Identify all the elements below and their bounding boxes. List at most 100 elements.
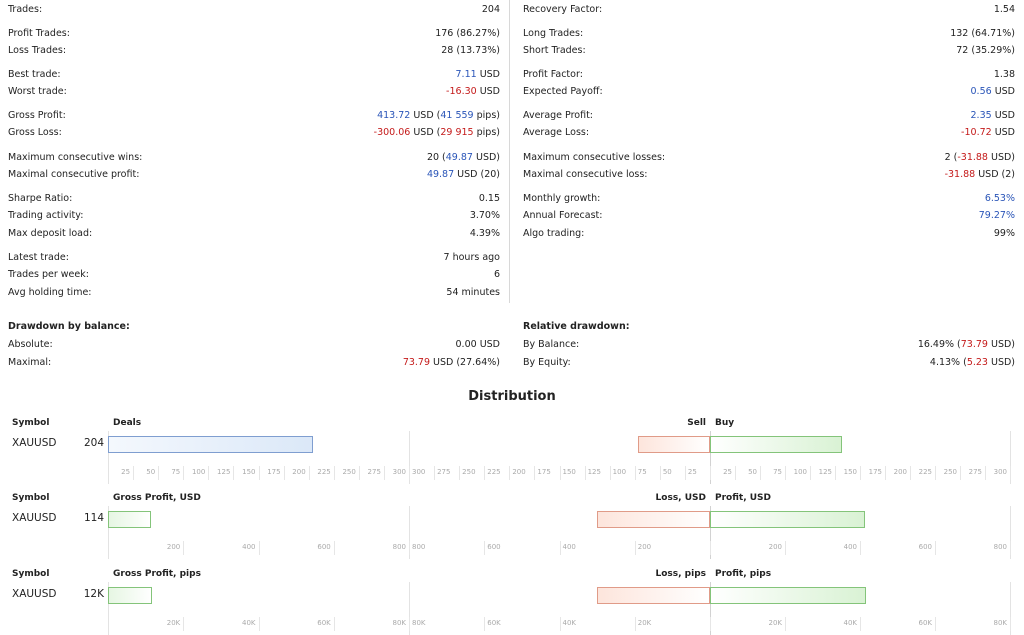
stat-value: 0.00 USD — [456, 338, 500, 352]
stat-value-part: 2.35 — [970, 110, 992, 121]
symbol-header: Symbol — [12, 493, 50, 503]
stat-value-part: -16.30 — [446, 86, 477, 97]
tick-label: 80K — [993, 619, 1008, 627]
tick-label: 40K — [562, 619, 577, 627]
stat-value: 4.13% (5.23 USD) — [930, 356, 1015, 370]
stat-label: Max deposit load: — [8, 228, 93, 239]
tick-label: 60K — [317, 619, 331, 627]
stat-row-trading-activity: Trading activity: 3.70% — [8, 209, 500, 223]
stat-value-part: USD) — [472, 152, 500, 163]
tick-separator — [885, 466, 886, 480]
tick-separator — [133, 466, 135, 480]
tick-separator — [459, 466, 461, 480]
left-chart-header: Gross Profit, pips — [113, 569, 201, 579]
stat-row-short-trades: Short Trades: 72 (35.29%) — [523, 44, 1015, 58]
stat-row-profit-trades: Profit Trades: 176 (86.27%) — [8, 27, 500, 41]
stat-row-long-trades: Long Trades: 132 (64.71%) — [523, 27, 1015, 41]
stat-row-maximum-consecutive-wins: Maximum consecutive wins: 20 (49.87 USD) — [8, 151, 500, 165]
stat-value: -300.06 USD (29 915 pips) — [374, 126, 500, 140]
stat-value-part: USD — [991, 127, 1015, 138]
stat-label: Recovery Factor: — [523, 4, 603, 15]
stat-value: 0.15 — [479, 192, 500, 206]
axis-line — [1010, 431, 1011, 484]
tick-separator — [158, 466, 160, 480]
tick-separator — [559, 466, 561, 480]
right-right-value-bar — [710, 511, 866, 528]
symbol-name: XAUUSD — [12, 588, 57, 600]
stat-row-trades-per-week: Trades per week: 6 — [8, 268, 500, 282]
stat-value: 3.70% — [470, 209, 500, 223]
tick-label: 175 — [267, 468, 281, 476]
stat-value-part: pips) — [473, 127, 500, 138]
tick-separator — [935, 541, 936, 555]
stat-value-part: 72 (35.29%) — [956, 45, 1015, 56]
stat-label: Maximal consecutive profit: — [8, 169, 140, 180]
stat-label: Average Profit: — [523, 110, 594, 121]
tick-separator — [735, 466, 736, 480]
stat-value-part: -31.88 — [944, 169, 976, 180]
stat-label: Maximal consecutive loss: — [523, 169, 648, 180]
tick-separator — [634, 541, 636, 555]
tick-separator — [484, 617, 486, 631]
tick-separator — [634, 617, 636, 631]
tick-label: 50 — [748, 468, 757, 476]
stat-label: Profit Factor: — [523, 69, 583, 80]
stat-row-max-deposit-load: Max deposit load: 4.39% — [8, 227, 500, 241]
stat-value-part: 28 (13.73%) — [441, 45, 500, 56]
tick-label: 300 — [412, 468, 426, 476]
tick-label: 275 — [367, 468, 381, 476]
stat-value-part: USD ( — [410, 127, 441, 138]
stat-row-sharpe-ratio: Sharpe Ratio: 0.15 — [8, 192, 500, 206]
tick-label: 150 — [242, 468, 256, 476]
tick-separator — [935, 466, 936, 480]
left-chart-header: Deals — [113, 418, 142, 428]
tick-label: 250 — [342, 468, 356, 476]
tick-label: 300 — [392, 468, 406, 476]
tick-separator — [760, 466, 761, 480]
tick-separator — [860, 466, 861, 480]
right-chart-right-header: Profit, pips — [715, 569, 772, 579]
stat-value-part: USD (27.64%) — [430, 357, 500, 368]
tick-separator — [609, 466, 611, 480]
axis-line — [710, 431, 711, 484]
tick-separator — [308, 466, 310, 480]
tick-label: 50 — [146, 468, 156, 476]
tick-separator — [1010, 617, 1011, 631]
stat-label: Long Trades: — [523, 28, 584, 39]
tick-label: 100 — [191, 468, 206, 476]
tick-separator — [333, 541, 335, 555]
tick-label: 275 — [968, 468, 982, 476]
left-value-bar — [108, 511, 151, 528]
stat-value-part: 0.00 USD — [455, 339, 500, 350]
tick-separator — [409, 617, 410, 631]
stat-value-part: -300.06 — [373, 127, 411, 138]
stat-value: 7 hours ago — [444, 251, 500, 265]
right-chart-right-header: Buy — [715, 418, 735, 428]
stat-row-maximal-consecutive-profit: Maximal consecutive profit: 49.87 USD (20… — [8, 168, 500, 182]
symbol-count: 12K — [83, 588, 104, 600]
stat-row-loss-trades: Loss Trades: 28 (13.73%) — [8, 44, 500, 58]
tick-label: 600 — [918, 543, 932, 551]
tick-separator — [534, 466, 536, 480]
right-right-value-bar — [710, 436, 842, 453]
stat-value-part: 99% — [993, 228, 1015, 239]
stat-value-part: 20 ( — [426, 152, 446, 163]
tick-separator — [1010, 541, 1011, 555]
tick-label: 175 — [537, 468, 551, 476]
tick-label: 20K — [637, 619, 652, 627]
stat-value-part: 5.23 — [966, 357, 988, 368]
tick-separator — [183, 617, 185, 631]
tick-separator — [710, 617, 711, 631]
stat-value-part: -10.72 — [961, 127, 992, 138]
stat-label: Average Loss: — [523, 127, 590, 138]
tick-label: 275 — [437, 468, 451, 476]
stat-row-annual-forecast: Annual Forecast: 79.27% — [523, 209, 1015, 223]
stat-row-trades: Trades: 204 — [8, 3, 500, 17]
stat-label: Latest trade: — [8, 252, 69, 263]
tick-label: 40K — [242, 619, 256, 627]
right-left-value-bar — [597, 511, 710, 528]
tick-separator — [484, 541, 486, 555]
stat-value: 49.87 USD (20) — [427, 168, 500, 182]
stat-row-maximal-consecutive-loss: Maximal consecutive loss: -31.88 USD (2) — [523, 168, 1015, 182]
tick-label: 25 — [687, 468, 697, 476]
